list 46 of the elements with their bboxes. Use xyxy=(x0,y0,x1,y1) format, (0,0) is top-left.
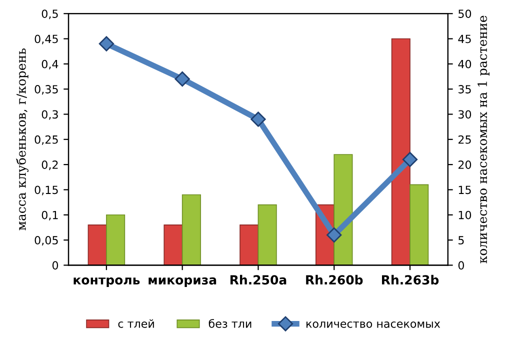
bar xyxy=(182,194,201,266)
y-tick-label: 0,45 xyxy=(34,34,58,44)
bar xyxy=(106,214,126,266)
y-tick-label: 0,05 xyxy=(34,236,58,246)
bar xyxy=(334,154,353,266)
y2-tick-label: 50 xyxy=(458,10,472,18)
y-tick-label: 0,4 xyxy=(42,60,58,70)
bar xyxy=(88,224,107,266)
y2-tick-label: 35 xyxy=(458,85,471,94)
legend-label: количество насекомых xyxy=(306,321,440,328)
x-tick-label: Rh.250a xyxy=(230,274,286,285)
y2-tick-label: 15 xyxy=(458,186,471,194)
bar xyxy=(410,184,429,266)
y-tick-label: 0,2 xyxy=(42,160,58,170)
point xyxy=(402,152,418,168)
bar xyxy=(164,224,183,266)
y2-tick-label: 40 xyxy=(458,60,472,68)
y-tick-label: 0,3 xyxy=(42,110,58,120)
point xyxy=(98,36,114,52)
y2-axis-title: количество насекомых на 1 растение xyxy=(478,16,490,264)
x-tick-label: контроль xyxy=(74,277,140,288)
x-tick-label: Rh.263b xyxy=(382,274,439,285)
bar xyxy=(258,204,277,266)
legend-label: с тлей xyxy=(118,319,154,328)
point xyxy=(174,71,190,87)
y2-tick-label: 10 xyxy=(458,210,472,220)
y2-tick-label: 20 xyxy=(458,160,472,169)
y-axis-title: масса клубеньков, г/корень xyxy=(16,48,28,230)
y2-tick-label: 0 xyxy=(458,261,464,270)
bar xyxy=(391,38,410,266)
y-tick-label: 0,15 xyxy=(34,186,58,196)
x-tick-label: микориза xyxy=(148,277,216,288)
y-tick-label: 0 xyxy=(52,261,58,270)
y-tick-label: 0,1 xyxy=(42,210,58,220)
y2-tick-label: 30 xyxy=(458,110,472,119)
y-tick-label: 0,35 xyxy=(34,85,58,95)
point xyxy=(326,227,342,243)
y2-tick-label: 5 xyxy=(458,236,464,244)
point xyxy=(250,112,266,127)
y2-tick-label: 25 xyxy=(458,135,471,144)
y-tick-label: 0,25 xyxy=(34,135,58,145)
y-tick-label: 0,5 xyxy=(42,10,58,20)
bar xyxy=(240,224,259,266)
y2-tick-label: 45 xyxy=(458,34,471,44)
x-tick-label: Rh.260b xyxy=(306,274,363,285)
legend-label: без тли xyxy=(208,319,252,328)
